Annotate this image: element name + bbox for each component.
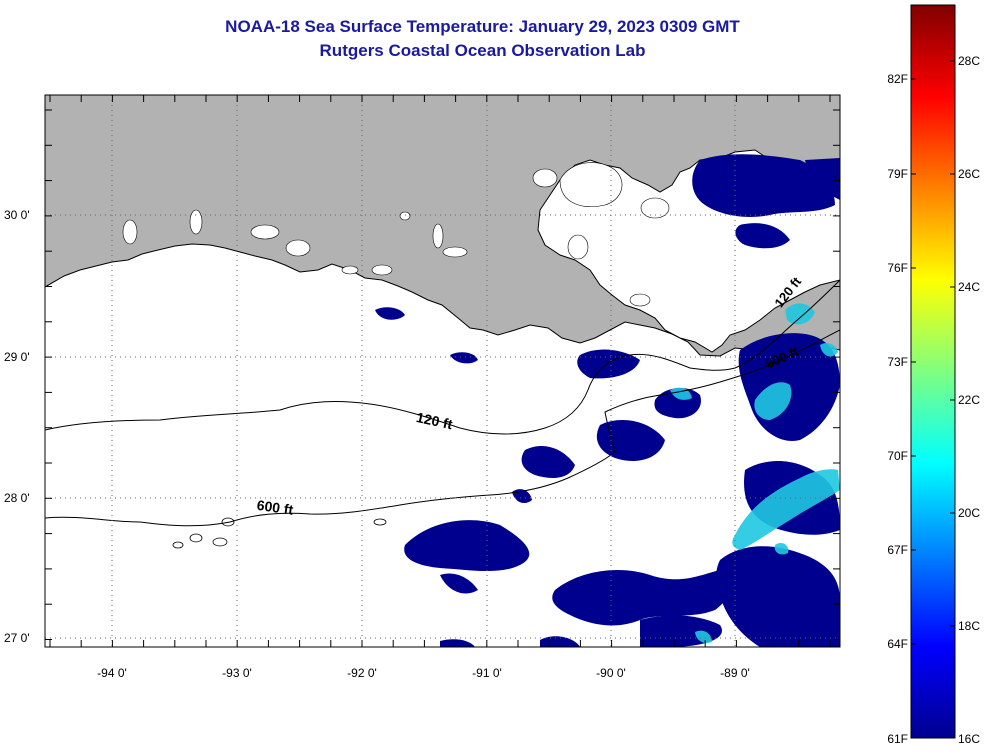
lon-label-94: -94 0' — [97, 666, 127, 680]
map-frame — [44, 94, 841, 648]
colorbar-label-76f: 76F — [887, 261, 908, 275]
lat-label-27: 27 0' — [4, 631, 30, 645]
lon-label-89: -89 0' — [720, 666, 750, 680]
colorbar-label-22c: 22C — [958, 393, 981, 407]
colorbar-label-28c: 28C — [958, 54, 981, 68]
colorbar-label-20c: 20C — [958, 506, 981, 520]
lat-label-30: 30 0' — [4, 208, 30, 222]
colorbar-label-67f: 67F — [887, 543, 908, 557]
colorbar-label-18c: 18C — [958, 619, 981, 633]
colorbar-label-61f: 61F — [887, 732, 908, 746]
colorbar — [910, 4, 956, 739]
colorbar-label-26c: 26C — [958, 167, 981, 181]
isobath-label-600ft: 600 ft — [256, 497, 295, 518]
colorbar-label-82f: 82F — [887, 72, 908, 86]
sst-warm-patches — [670, 303, 840, 643]
colorbar-label-24c: 24C — [958, 280, 981, 294]
map-ticks — [45, 95, 840, 647]
colorbar-label-79f: 79F — [887, 167, 908, 181]
isobath-label-120ft: 120 ft — [415, 409, 454, 432]
lat-label-29: 29 0' — [4, 350, 30, 364]
map-title: NOAA-18 Sea Surface Temperature: January… — [225, 17, 740, 36]
lon-label-92: -92 0' — [347, 666, 377, 680]
lat-label-28: 28 0' — [4, 491, 30, 505]
colorbar-label-73f: 73F — [887, 355, 908, 369]
lon-label-93: -93 0' — [222, 666, 252, 680]
isobath-120ft-line — [45, 279, 840, 435]
graticule — [45, 95, 840, 647]
colorbar-label-64f: 64F — [887, 637, 908, 651]
lon-label-91: -91 0' — [472, 666, 502, 680]
map-subtitle: Rutgers Coastal Ocean Observation Lab — [319, 41, 646, 60]
lon-label-90: -90 0' — [596, 666, 626, 680]
colorbar-ticks — [911, 60, 955, 645]
colorbar-label-70f: 70F — [887, 449, 908, 463]
colorbar-label-16c: 16C — [958, 732, 981, 746]
